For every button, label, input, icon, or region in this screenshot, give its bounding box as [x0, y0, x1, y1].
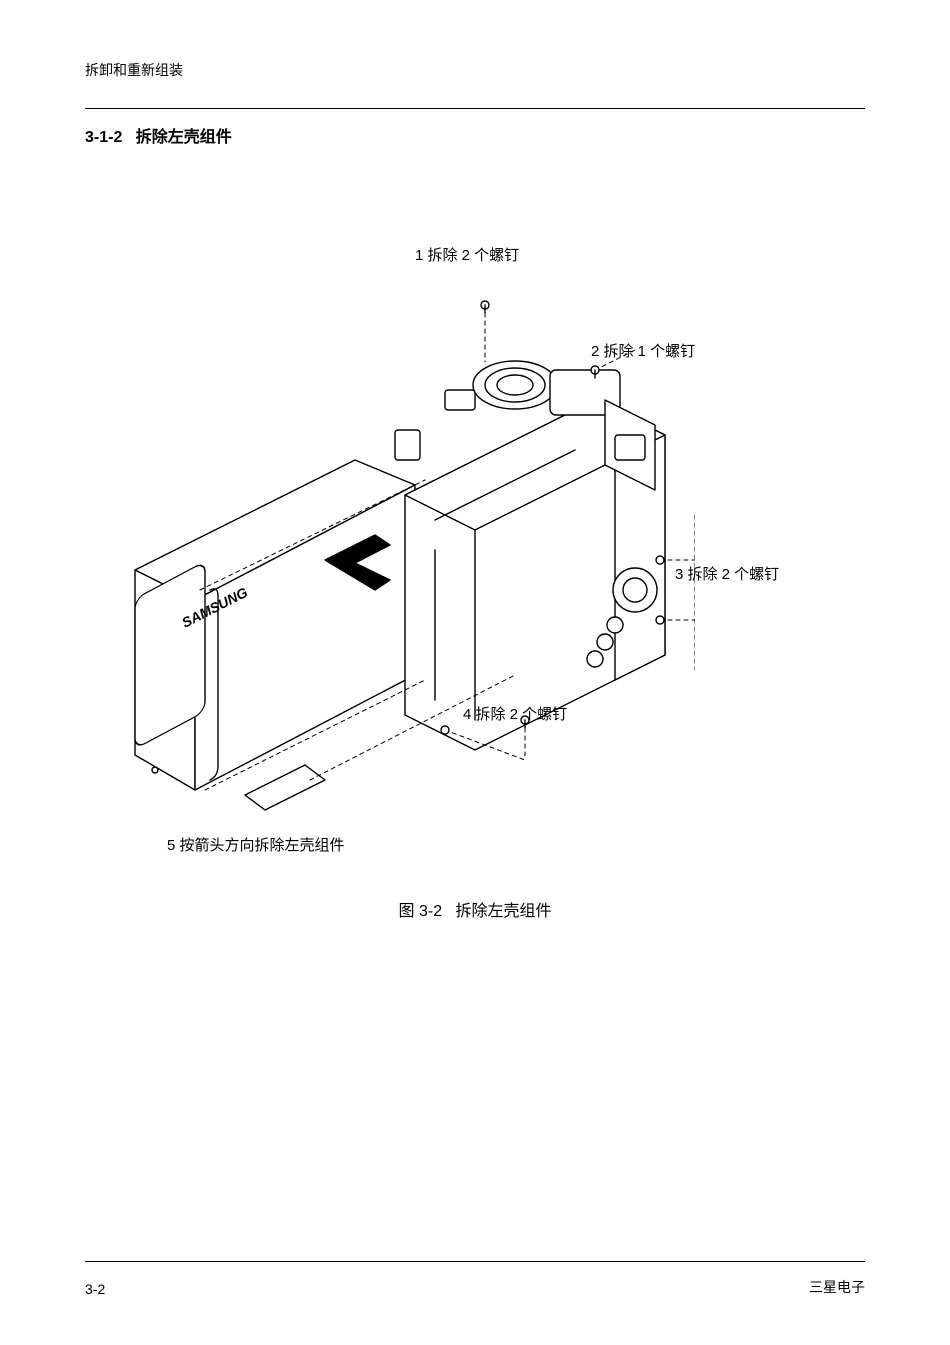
screw-icon: [656, 556, 664, 564]
running-header: 拆卸和重新组装: [85, 60, 865, 80]
callout-5: 5 按箭头方向拆除左壳组件: [167, 834, 345, 855]
section-number: 3-1-2: [85, 129, 122, 146]
figure-caption-prefix: 图 3-2: [399, 903, 443, 920]
footer-page-number: 3-2: [85, 1281, 105, 1297]
callout-2: 2 拆除 1 个螺钉: [591, 340, 695, 361]
screw-icon: [441, 726, 449, 734]
device-illustration: SAMSUNG: [95, 290, 695, 830]
page: 拆卸和重新组装 3-1-2 拆除左壳组件 SAMSUNG: [0, 0, 950, 1345]
callout-1: 1 拆除 2 个螺钉: [415, 244, 519, 265]
callout-4: 4 拆除 2 个螺钉: [463, 703, 567, 724]
footer-rule: [85, 1261, 865, 1262]
figure-area: SAMSUNG: [85, 200, 865, 900]
left-shell: SAMSUNG: [135, 460, 415, 810]
footer-company: 三星电子: [809, 1277, 865, 1297]
callout-3: 3 拆除 2 个螺钉: [675, 563, 779, 584]
header-rule: [85, 108, 865, 109]
main-body: [395, 361, 665, 750]
section-title: 拆除左壳组件: [136, 129, 232, 146]
screw-icon: [481, 301, 489, 313]
section-heading: 3-1-2 拆除左壳组件: [85, 123, 865, 147]
screw-icon: [656, 616, 664, 624]
figure-caption-title: 拆除左壳组件: [455, 903, 551, 920]
figure-caption: 图 3-2 拆除左壳组件: [85, 897, 865, 921]
